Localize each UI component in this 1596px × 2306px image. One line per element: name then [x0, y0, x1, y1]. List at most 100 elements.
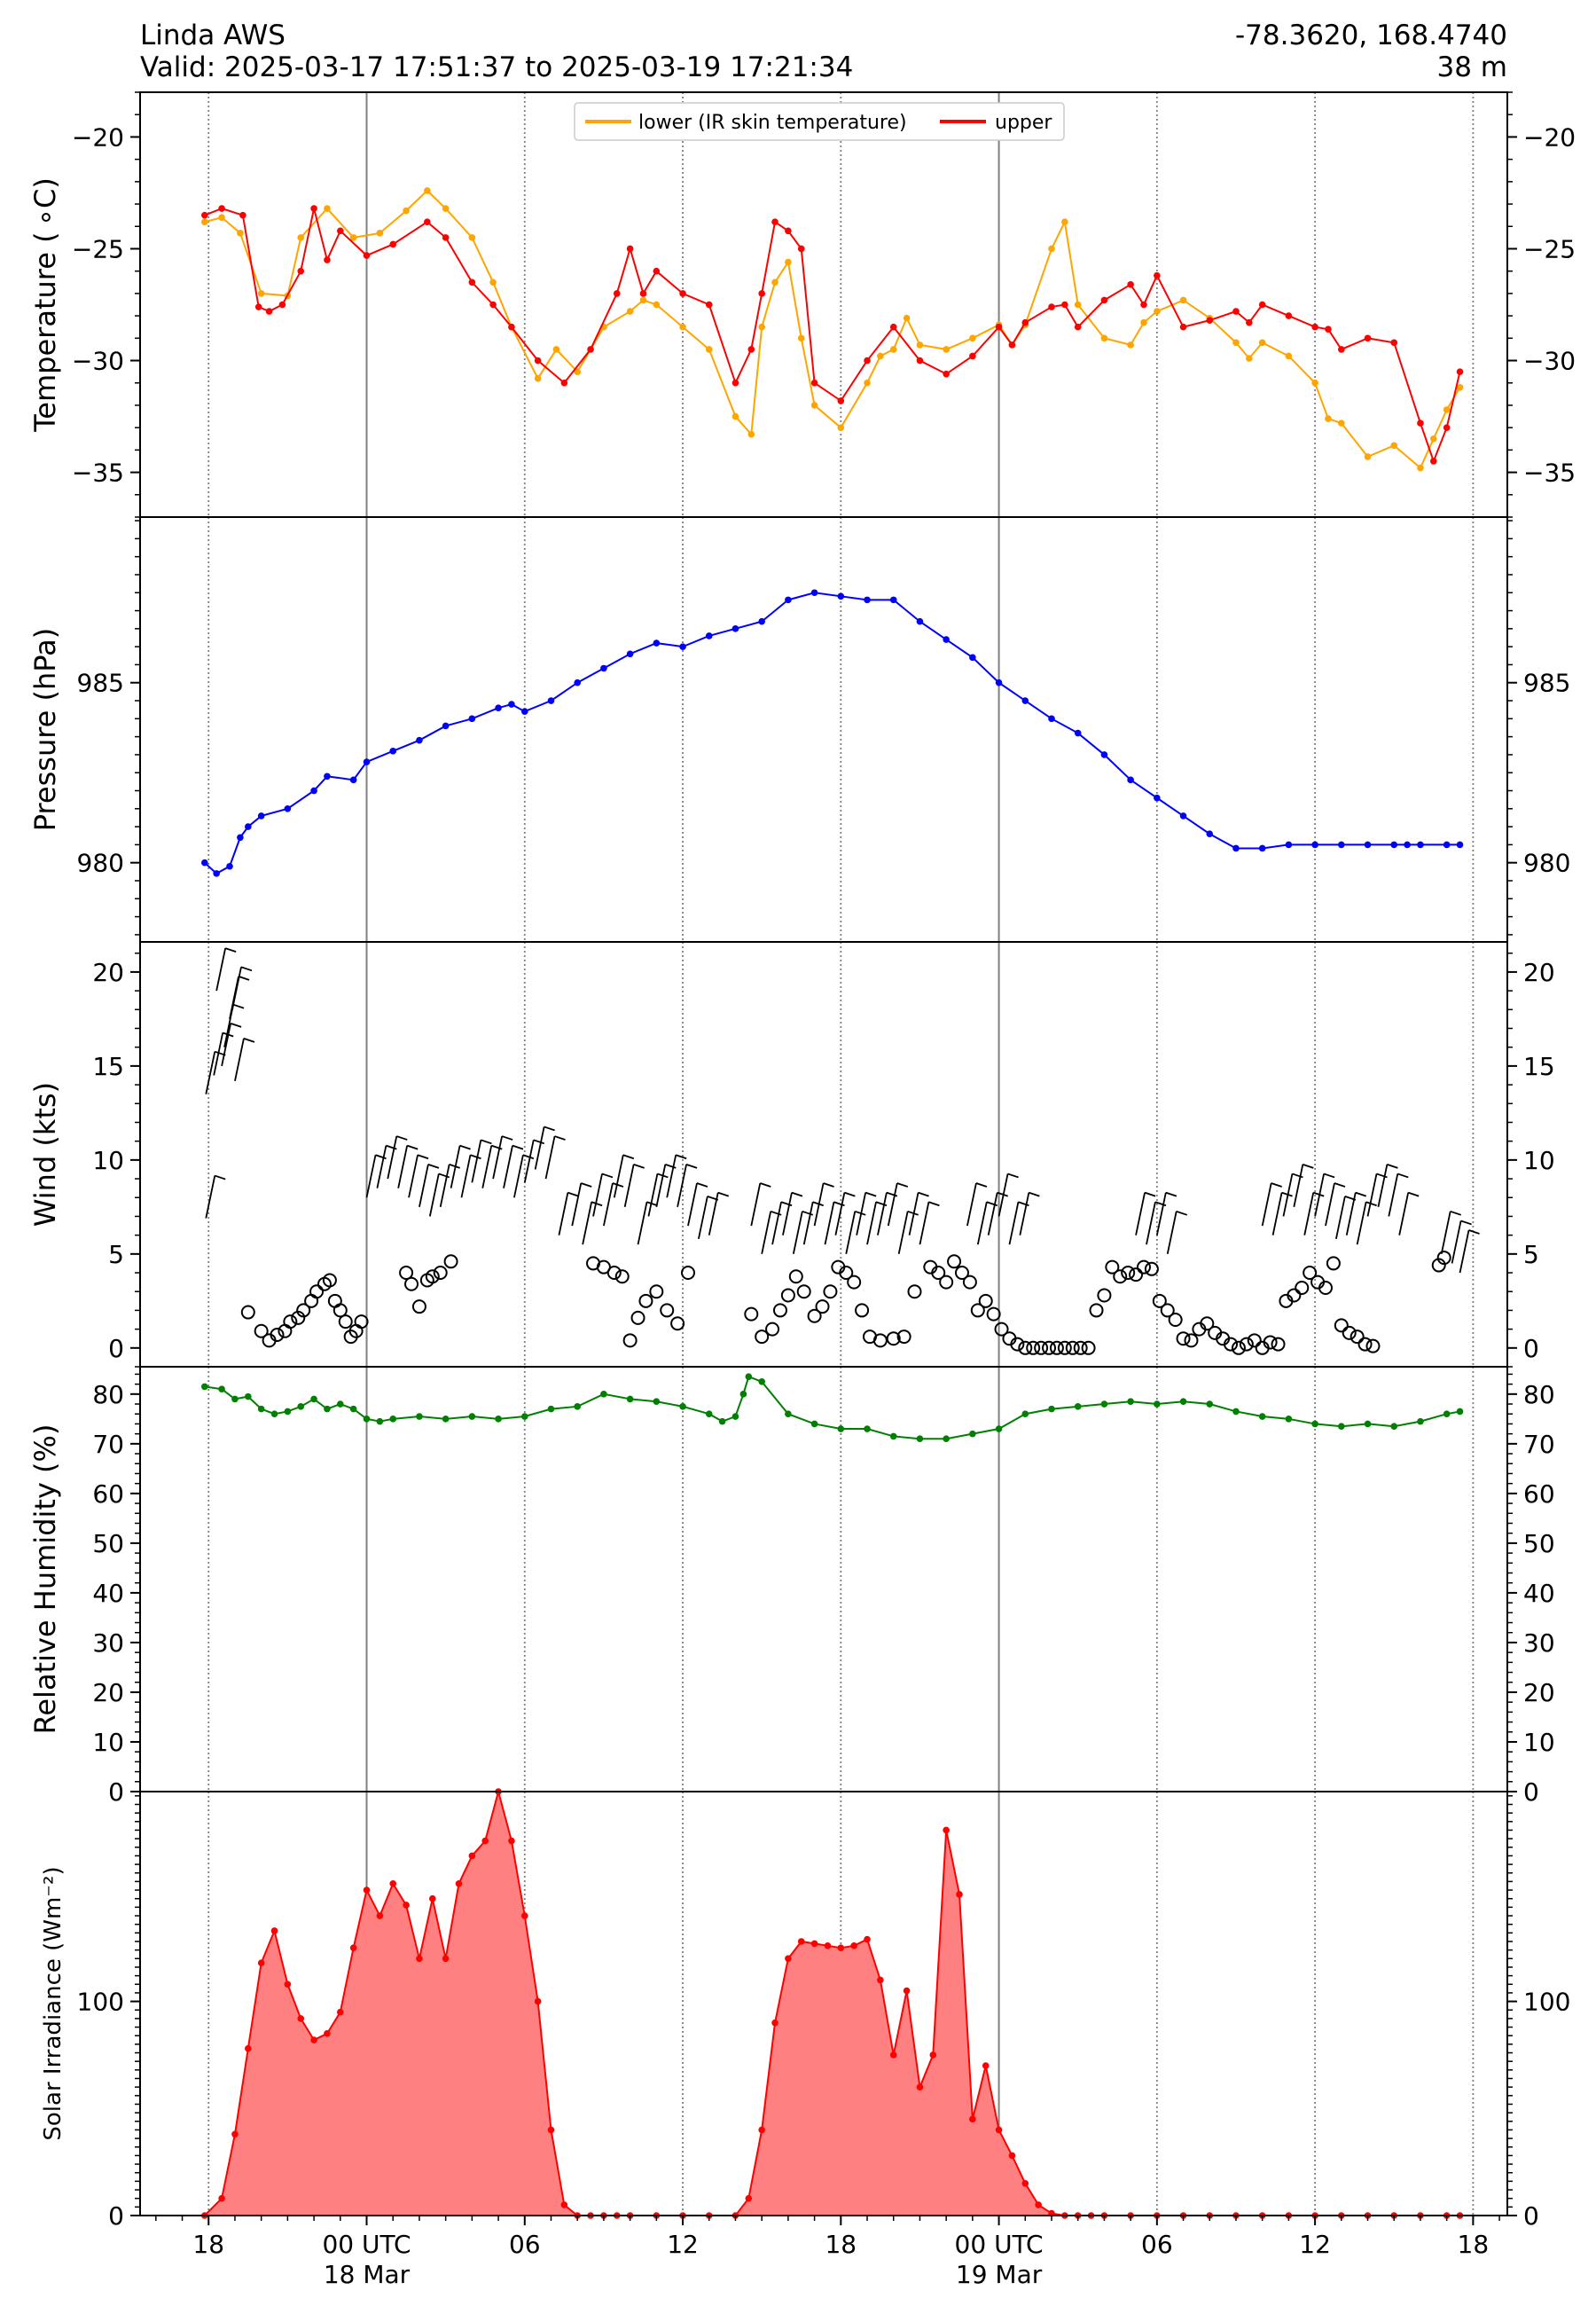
humidity-point [1048, 1405, 1055, 1413]
temperature-point [297, 267, 305, 275]
wind-barb [1155, 1192, 1167, 1235]
pressure-point [349, 776, 357, 784]
y-tick-label-right: −35 [1523, 459, 1576, 488]
wind-calm-circle [1042, 1340, 1057, 1355]
pressure-point [679, 643, 686, 650]
wind-barb-flag [1281, 1191, 1293, 1197]
temperature-point [1246, 355, 1253, 362]
pressure-point [1100, 751, 1108, 758]
temperature-point [1048, 245, 1055, 253]
wind-calm-circle [1144, 1261, 1159, 1276]
temperature-point [1154, 308, 1161, 315]
temperature-point [363, 252, 371, 259]
temperature-point [943, 346, 950, 353]
pressure-point [1456, 841, 1464, 849]
temperature-point [297, 234, 305, 241]
wind-calm-circle [807, 1308, 822, 1323]
pressure-point [653, 639, 661, 647]
temperature-point [810, 379, 818, 387]
temperature-point [1258, 339, 1266, 347]
humidity-point [1417, 1417, 1424, 1425]
temperature-point [468, 278, 476, 286]
pressure-point [1364, 841, 1372, 849]
wind-barb-flag [512, 1144, 524, 1150]
wind-barb [1008, 1202, 1020, 1245]
solar-point [324, 2029, 331, 2037]
wind-barb-flag [791, 1191, 803, 1197]
wind-calm-circle [443, 1254, 458, 1269]
temperature-point [424, 187, 431, 194]
humidity-point [1021, 1410, 1029, 1418]
humidity-point [547, 1405, 555, 1413]
wind-barb [534, 1126, 545, 1170]
wind-calm-circle [1089, 1303, 1104, 1318]
wind-calm-circle [847, 1275, 862, 1290]
wind-barb [213, 1032, 224, 1076]
wind-calm-circle [796, 1284, 811, 1299]
humidity-point [257, 1405, 265, 1413]
wind-barb-flag [1450, 1210, 1462, 1216]
y-tick-label-left: 0 [108, 2201, 124, 2231]
wind-barb [1388, 1173, 1399, 1217]
wind-calm-circle [907, 1284, 922, 1299]
humidity-point [297, 1403, 305, 1410]
wind-barb-flag [907, 1210, 919, 1216]
pressure-point [889, 596, 897, 604]
humidity-point [442, 1416, 450, 1423]
y-tick-label-right: 0 [1523, 1777, 1539, 1807]
humidity-point [284, 1408, 292, 1416]
wind-barb-flag [1154, 1201, 1167, 1207]
solar-point [534, 1997, 542, 2005]
wind-barb [1166, 1211, 1177, 1255]
wind-barb-flag [886, 1191, 898, 1197]
wind-calm-circle [1136, 1259, 1151, 1275]
wind-barb-flag [646, 1201, 658, 1207]
pressure-point [732, 625, 739, 632]
humidity-point [416, 1413, 423, 1420]
wind-barb [1135, 1192, 1146, 1235]
solar-point [428, 1894, 436, 1902]
wind-calm-circle [947, 1254, 962, 1269]
y-tick-label-left: 40 [92, 1579, 124, 1608]
temperature-point [552, 346, 560, 353]
wind-calm-circle [1318, 1280, 1333, 1295]
wind-frame [139, 941, 1508, 1368]
wind-barb [582, 1202, 593, 1245]
wind-barb [750, 1182, 762, 1227]
solar-point [547, 2126, 555, 2134]
wind-barb-flag [1165, 1191, 1177, 1197]
wind-barb-flag [1365, 1201, 1377, 1207]
wind-barb [205, 1051, 216, 1094]
temperature-panel: −35 −35 −30 −30 −25 −25 −20 −20 Temperature ( ∘C… [28, 91, 1576, 518]
temperature-point [1338, 346, 1345, 353]
wind-barb-flag [802, 1210, 814, 1216]
temperature-point [626, 308, 634, 315]
wind-barb [1440, 1211, 1451, 1255]
pressure-frame [139, 516, 1508, 943]
wind-calm-circle [1176, 1331, 1191, 1346]
wind-barb [544, 1135, 556, 1180]
pressure-point [363, 758, 371, 765]
temperature-point [837, 397, 845, 404]
wind-barb-flag [685, 1163, 698, 1169]
wind-calm-circle [772, 1303, 787, 1318]
temperature-point [1443, 406, 1451, 413]
wind-barb [666, 1155, 677, 1198]
pressure-point [837, 592, 845, 600]
wind-barb [1345, 1192, 1357, 1235]
humidity-point [1311, 1420, 1318, 1428]
temperature-point [278, 301, 286, 309]
wind-calm-circle [1365, 1338, 1381, 1353]
humidity-point [732, 1413, 739, 1420]
wind-barb-flag [1397, 1173, 1409, 1179]
wind-barb-flag [238, 976, 250, 981]
pressure-point [1417, 841, 1424, 849]
solar-point [520, 1912, 528, 1919]
solar-point [810, 1940, 818, 1948]
wind-barb-flag [438, 1173, 450, 1179]
wind-barb [523, 1140, 535, 1183]
wind-barb [976, 1202, 988, 1245]
wind-calm-circle [1065, 1340, 1080, 1355]
wind-barb [697, 1196, 708, 1240]
humidity-point [626, 1395, 634, 1403]
